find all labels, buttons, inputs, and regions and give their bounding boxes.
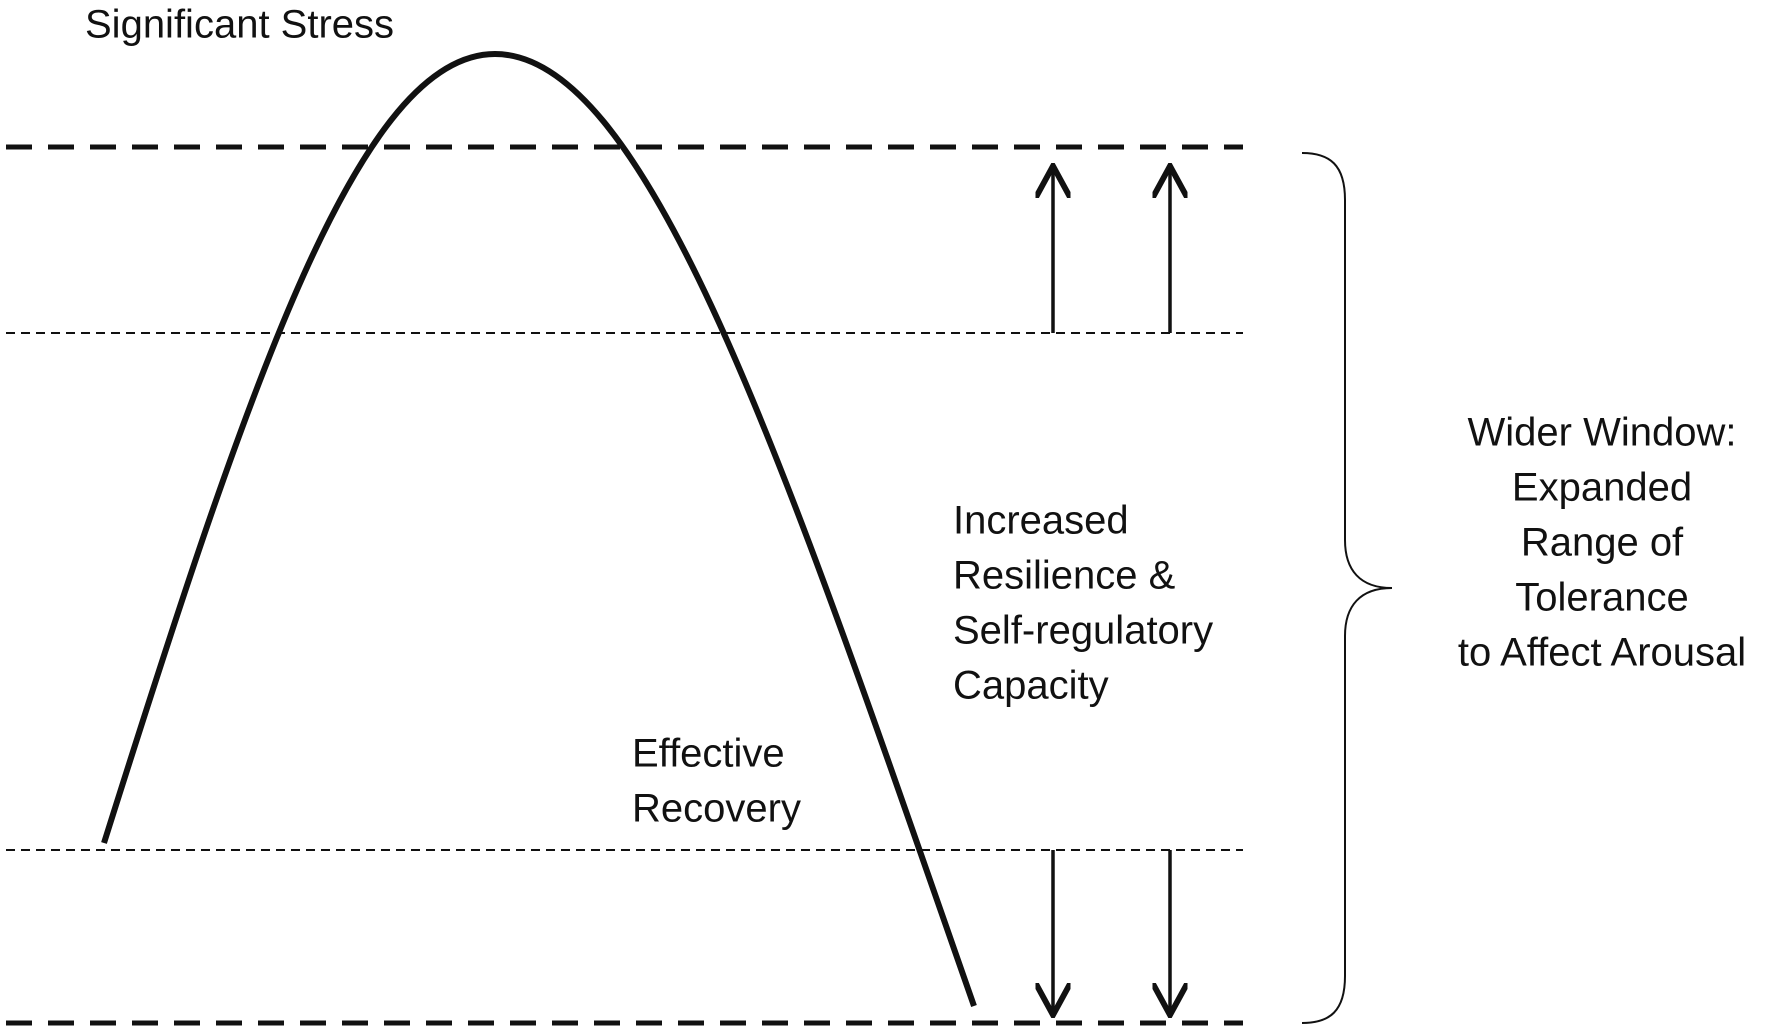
brace [1301,152,1393,1024]
arousal-curve [101,50,977,1007]
label-line: Self-regulatory [953,609,1213,653]
label-line: Wider Window: [1468,411,1737,455]
resilience-label: Increased Resilience & Self-regulatory C… [953,499,1213,708]
label-line: Capacity [953,664,1109,708]
label-line: Range of [1521,521,1684,565]
label-line: Recovery [632,787,801,831]
recovery-label: Effective Recovery [632,732,801,831]
label-line: Tolerance [1515,576,1688,620]
window-label: Wider Window: Expanded Range of Toleranc… [1458,411,1746,675]
label-line: to Affect Arousal [1458,631,1746,675]
label-line: Effective [632,732,785,776]
label-line: Resilience & [953,554,1176,598]
label-line: Increased [953,499,1129,543]
label-line: Expanded [1512,466,1692,510]
stress-label: Significant Stress [85,3,394,47]
